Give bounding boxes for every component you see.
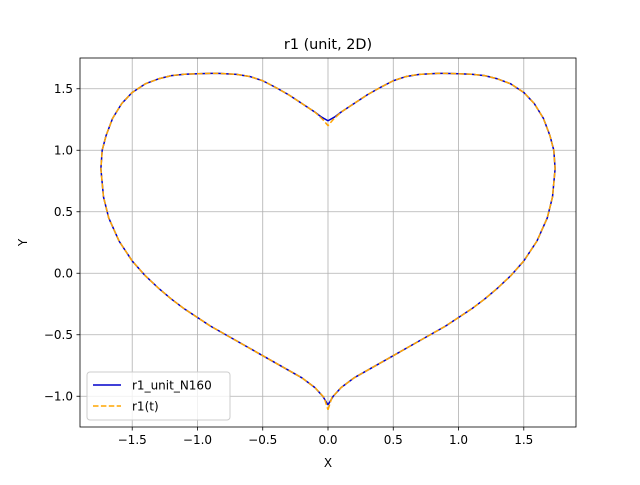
y-tick-label: −0.5 [44,328,73,342]
chart-title: r1 (unit, 2D) [284,37,372,53]
legend-label-r1-t: r1(t) [132,400,159,414]
y-tick-label: 1.0 [54,144,73,158]
y-tick-label: 0.5 [54,205,73,219]
x-tick-label: 1.0 [449,433,468,447]
x-tick-label: −1.0 [183,433,212,447]
y-tick-label: 0.0 [54,267,73,281]
x-axis-label: X [324,456,332,470]
y-axis-label: Y [16,238,30,247]
y-ticks: −1.0 −0.5 0.0 0.5 1.0 1.5 [44,82,80,404]
x-ticks: −1.5 −1.0 −0.5 0.0 0.5 1.0 1.5 [118,427,533,447]
x-tick-label: −1.5 [118,433,147,447]
y-tick-label: −1.0 [44,390,73,404]
legend-label-r1-unit-n160: r1_unit_N160 [132,379,212,393]
x-tick-label: 0.0 [318,433,337,447]
x-tick-label: 0.5 [384,433,403,447]
legend: r1_unit_N160 r1(t) [86,371,231,421]
series-lines [100,72,556,411]
x-tick-label: −0.5 [248,433,277,447]
grid-lines [80,58,576,427]
legend-box [86,371,231,421]
y-tick-label: 1.5 [54,82,73,96]
series-line-r1-t [100,72,556,411]
x-tick-label: 1.5 [514,433,533,447]
